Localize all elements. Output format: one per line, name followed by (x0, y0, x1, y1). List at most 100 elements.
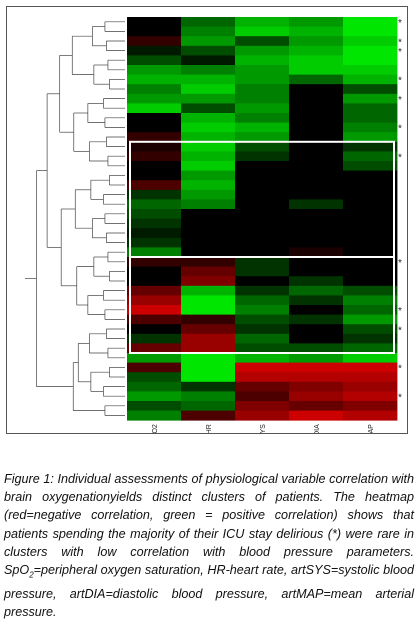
heatmap-cell (343, 333, 398, 344)
delirium-marker: * (398, 124, 402, 135)
heatmap-cell (343, 372, 398, 383)
heatmap-cell (127, 132, 182, 143)
heatmap-cell (181, 103, 236, 114)
heatmap-cell (343, 247, 398, 258)
figure-frame: ************ SpO2HRartSYSartDIAartMAP (6, 6, 408, 434)
heatmap-cell (181, 209, 236, 219)
heatmap-cell (235, 17, 290, 27)
heatmap-cell (235, 295, 290, 306)
heatmap-cell (127, 314, 182, 325)
heatmap-cell (289, 45, 344, 56)
heatmap-cell (289, 333, 344, 344)
heatmap-cell (289, 26, 344, 37)
heatmap-cell (181, 55, 236, 66)
heatmap-cell (235, 141, 290, 152)
heatmap-cell (181, 132, 236, 143)
heatmap-cell (235, 305, 290, 315)
heatmap-cell (181, 401, 236, 411)
heatmap-cell (235, 247, 290, 258)
column-label: artMAP (368, 424, 375, 433)
heatmap-cell (289, 343, 344, 354)
delirium-markers: ************ (398, 18, 402, 403)
heatmap-cell (289, 228, 344, 239)
heatmap-cell (181, 93, 236, 104)
heatmap-cell (343, 391, 398, 402)
heatmap-cell (343, 65, 398, 75)
heatmap-cell (127, 276, 182, 287)
column-label: artSYS (260, 424, 267, 433)
heatmap-cell (181, 295, 236, 306)
heatmap-cell (289, 113, 344, 123)
heatmap-cell (181, 305, 236, 315)
heatmap-cell (181, 170, 236, 181)
heatmap-cell (127, 26, 182, 37)
heatmap-cell (289, 410, 344, 421)
heatmap-cell (127, 285, 182, 296)
heatmap-cell (289, 122, 344, 133)
heatmap-cell (181, 372, 236, 383)
heatmap-cell (289, 305, 344, 315)
delirium-marker: * (398, 47, 402, 58)
heatmap-cell (127, 113, 182, 123)
heatmap-cell (127, 391, 182, 402)
heatmap-cell (181, 276, 236, 287)
heatmap-cell (127, 17, 182, 27)
heatmap-cell (181, 161, 236, 171)
heatmap-cell (343, 218, 398, 229)
heatmap-cell (343, 237, 398, 248)
heatmap-cell (181, 410, 236, 421)
dendrogram (25, 21, 125, 416)
heatmap-cell (181, 141, 236, 152)
heatmap-cell (181, 122, 236, 133)
heatmap-cell (127, 141, 182, 152)
heatmap-cell (343, 362, 398, 373)
heatmap-cell (235, 36, 290, 47)
heatmap-cell (235, 65, 290, 75)
heatmap-cell (289, 65, 344, 75)
heatmap-cell (127, 161, 182, 171)
heatmap-figure: ************ SpO2HRartSYSartDIAartMAP (25, 17, 402, 433)
heatmap-cell (235, 391, 290, 402)
heatmap-cell (127, 103, 182, 114)
heatmap-cell (127, 353, 182, 363)
heatmap-cell (289, 401, 344, 411)
heatmap-cell (127, 324, 182, 335)
heatmap-cell (127, 170, 182, 181)
heatmap-cell (127, 343, 182, 354)
heatmap-cell (289, 93, 344, 104)
heatmap-cell (127, 93, 182, 104)
heatmap-cell (127, 151, 182, 162)
heatmap-cell (181, 228, 236, 239)
heatmap-cell (127, 266, 182, 277)
heatmap-cell (235, 218, 290, 229)
heatmap-cell (235, 324, 290, 335)
heatmap-cell (127, 333, 182, 344)
heatmap-cell (289, 362, 344, 373)
heatmap-cell (289, 257, 344, 267)
heatmap-cell (289, 218, 344, 229)
heatmap-cell (235, 161, 290, 171)
heatmap-cell (127, 122, 182, 133)
delirium-marker: * (398, 153, 402, 164)
heatmap-cell (343, 314, 398, 325)
heatmap-cell (127, 228, 182, 239)
heatmap-cell (181, 151, 236, 162)
heatmap-cell (289, 353, 344, 363)
heatmap-cell (127, 410, 182, 421)
heatmap-cell (181, 266, 236, 277)
heatmap-cell (235, 93, 290, 104)
heatmap-cell (343, 161, 398, 171)
heatmap-cell (235, 353, 290, 363)
heatmap-cell (343, 93, 398, 104)
heatmap-cell (181, 26, 236, 37)
heatmap-cell (127, 247, 182, 258)
heatmap-cell (343, 151, 398, 162)
heatmap-cell (235, 362, 290, 373)
column-label: artDIA (314, 424, 321, 433)
heatmap-cell (235, 199, 290, 210)
heatmap-cell (181, 381, 236, 392)
heatmap-cell (343, 228, 398, 239)
heatmap-cell (181, 391, 236, 402)
heatmap-cell (235, 113, 290, 123)
heatmap-cell (127, 237, 182, 248)
